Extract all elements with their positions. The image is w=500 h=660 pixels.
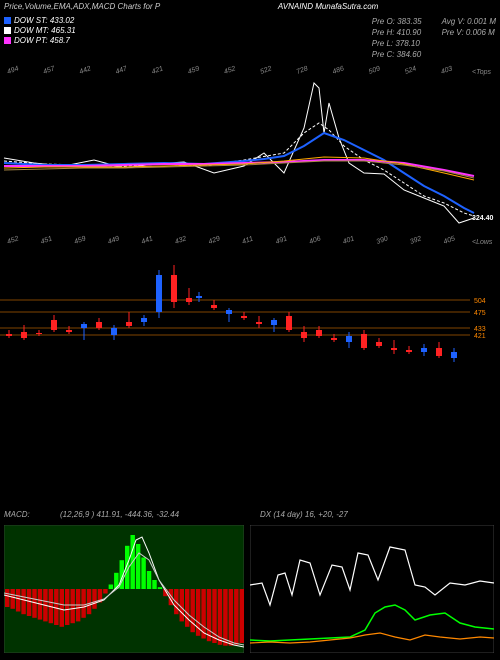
line-chart: 494 457 442 447 421 459 452 522 728 486 509 524 403 <… bbox=[0, 64, 500, 252]
svg-text:392: 392 bbox=[409, 235, 422, 246]
stat-line: Pre C: 384.60 bbox=[372, 49, 422, 60]
svg-text:494: 494 bbox=[6, 65, 19, 76]
svg-text:411: 411 bbox=[241, 235, 254, 245]
svg-text:421: 421 bbox=[474, 333, 486, 340]
svg-text:324.40: 324.40 bbox=[472, 215, 494, 222]
legend-block: DOW ST: 433.02DOW MT: 465.31DOW PT: 458.… bbox=[4, 16, 76, 46]
title-center: AVNAIND MunafaSutra.com bbox=[278, 2, 378, 11]
stat-line: Avg V: 0.001 M bbox=[442, 16, 496, 27]
svg-text:491: 491 bbox=[275, 235, 288, 246]
svg-text:441: 441 bbox=[141, 235, 154, 246]
svg-text:433: 433 bbox=[474, 326, 486, 333]
header-row: Price,Volume,EMA,ADX,MACD Charts for P A… bbox=[4, 2, 496, 11]
stats-col-ohlc: Pre O: 383.35Pre H: 410.90Pre L: 378.10P… bbox=[372, 16, 422, 60]
svg-text:451: 451 bbox=[40, 235, 53, 246]
svg-text:475: 475 bbox=[474, 310, 486, 317]
svg-text:401: 401 bbox=[342, 235, 355, 246]
svg-text:457: 457 bbox=[42, 65, 56, 76]
stat-line: Pre O: 383.35 bbox=[372, 16, 422, 27]
adx-chart bbox=[250, 525, 494, 653]
svg-text:442: 442 bbox=[79, 65, 92, 76]
svg-text:403: 403 bbox=[440, 65, 453, 76]
svg-text:449: 449 bbox=[107, 235, 120, 246]
legend-item: DOW ST: 433.02 bbox=[4, 16, 76, 25]
legend-swatch bbox=[4, 27, 11, 34]
svg-text:<Lows: <Lows bbox=[472, 239, 493, 246]
legend-item: DOW MT: 465.31 bbox=[4, 26, 76, 35]
macd-values: (12,26,9 ) 411.91, -444.36, -32.44 bbox=[60, 510, 179, 519]
svg-text:429: 429 bbox=[208, 235, 221, 246]
svg-text:509: 509 bbox=[368, 65, 381, 76]
legend-label: DOW PT: 458.7 bbox=[14, 36, 70, 45]
svg-text:452: 452 bbox=[6, 235, 19, 246]
svg-text:452: 452 bbox=[223, 65, 236, 76]
macd-label: MACD: bbox=[4, 510, 30, 519]
svg-text:432: 432 bbox=[174, 235, 187, 246]
legend-swatch bbox=[4, 17, 11, 24]
svg-text:504: 504 bbox=[474, 298, 486, 305]
stat-line: Pre L: 378.10 bbox=[372, 38, 422, 49]
stats-block: Pre O: 383.35Pre H: 410.90Pre L: 378.10P… bbox=[372, 16, 496, 60]
svg-text:406: 406 bbox=[308, 235, 321, 246]
legend-item: DOW PT: 458.7 bbox=[4, 36, 76, 45]
svg-text:<Tops: <Tops bbox=[472, 69, 492, 76]
svg-text:421: 421 bbox=[151, 65, 164, 76]
svg-text:459: 459 bbox=[187, 65, 200, 76]
legend-label: DOW MT: 465.31 bbox=[14, 26, 76, 35]
candle-chart: 504 475 433421 bbox=[0, 260, 500, 410]
stats-col-volume: Avg V: 0.001 MPre V: 0.006 M bbox=[442, 16, 496, 60]
legend-swatch bbox=[4, 37, 11, 44]
stat-line: Pre V: 0.006 M bbox=[442, 27, 496, 38]
svg-text:728: 728 bbox=[296, 65, 309, 76]
svg-text:486: 486 bbox=[332, 65, 345, 76]
svg-text:459: 459 bbox=[73, 235, 86, 246]
svg-text:522: 522 bbox=[259, 65, 272, 76]
svg-text:447: 447 bbox=[115, 65, 129, 76]
stat-line: Pre H: 410.90 bbox=[372, 27, 422, 38]
svg-text:524: 524 bbox=[404, 65, 417, 76]
legend-label: DOW ST: 433.02 bbox=[14, 16, 74, 25]
svg-text:390: 390 bbox=[376, 235, 389, 246]
svg-text:405: 405 bbox=[443, 235, 456, 246]
macd-chart bbox=[4, 525, 244, 653]
adx-values: DX (14 day) 16, +20, -27 bbox=[260, 510, 348, 519]
title-left: Price,Volume,EMA,ADX,MACD Charts for P bbox=[4, 2, 160, 11]
